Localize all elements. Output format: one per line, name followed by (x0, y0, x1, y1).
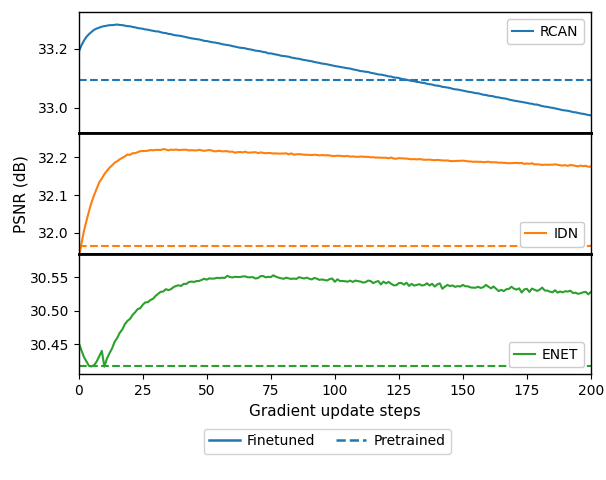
Text: PSNR (dB): PSNR (dB) (13, 156, 28, 233)
Legend: RCAN: RCAN (507, 19, 584, 44)
Legend: ENET: ENET (508, 342, 584, 368)
X-axis label: Gradient update steps: Gradient update steps (249, 404, 421, 419)
Legend: Finetuned, Pretrained: Finetuned, Pretrained (204, 429, 451, 454)
Legend: IDN: IDN (520, 222, 584, 247)
